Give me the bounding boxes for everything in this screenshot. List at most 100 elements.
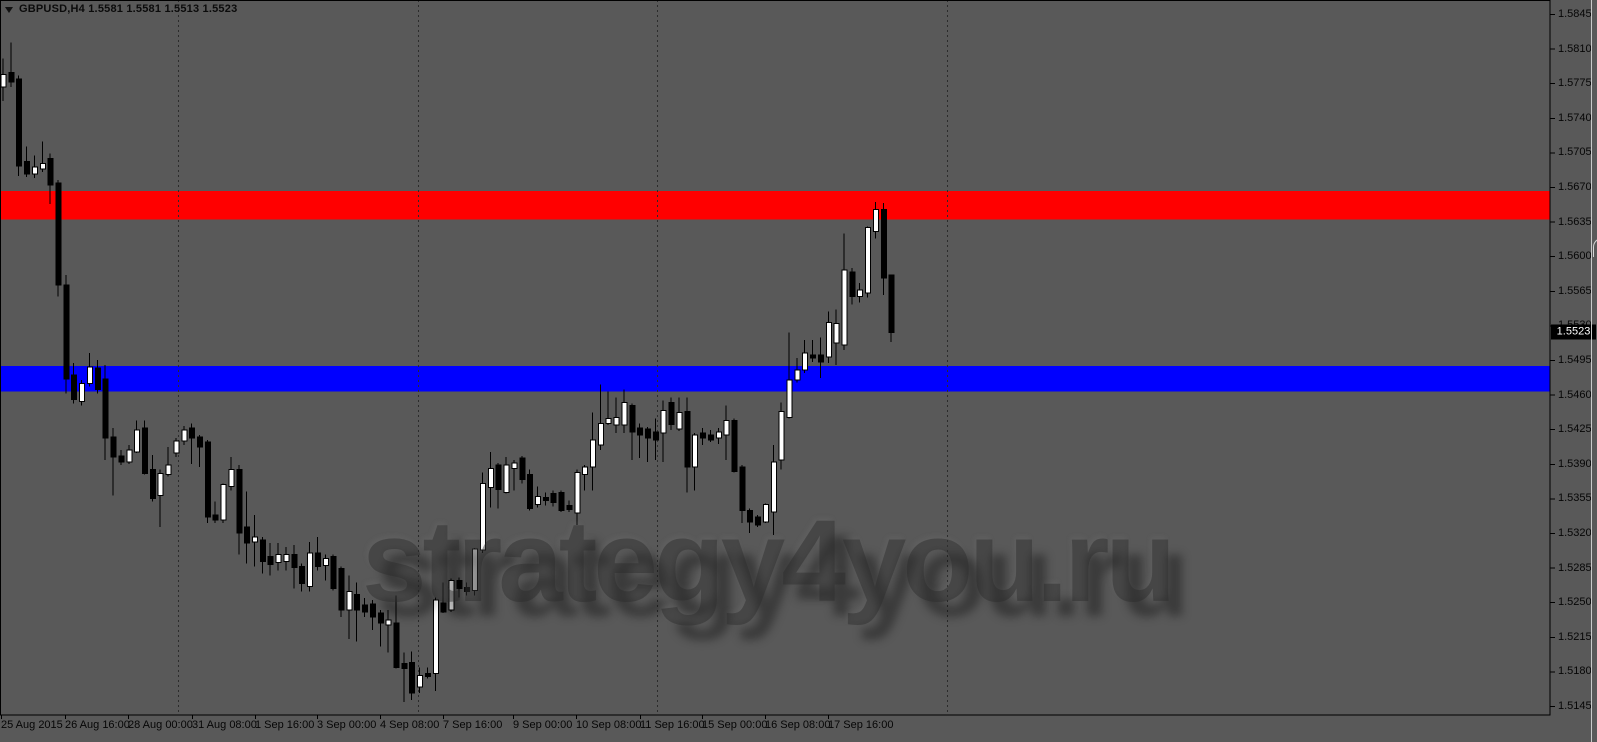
bull-candle-body xyxy=(511,462,518,470)
bear-candle-body xyxy=(149,469,156,499)
bear-candle-body xyxy=(236,469,243,534)
bear-candle-body xyxy=(330,556,337,589)
bear-candle-body xyxy=(739,466,746,511)
resistance-zone[interactable] xyxy=(1,190,1550,220)
plot-border xyxy=(0,0,1551,716)
bull-candle-body xyxy=(165,464,172,476)
bear-candle-body xyxy=(550,492,557,503)
bear-candle-body xyxy=(110,436,117,458)
support-zone[interactable] xyxy=(1,365,1550,392)
bear-candle-body xyxy=(118,455,125,463)
bear-candle-body xyxy=(566,504,573,510)
time-axis-label: 26 Aug 16:00 xyxy=(65,719,130,731)
bull-candle-body xyxy=(833,322,840,344)
candles-layer xyxy=(0,42,895,703)
price-axis-label: 1.5320 xyxy=(1558,526,1592,539)
bull-candle-body xyxy=(857,289,864,298)
bear-candle-body xyxy=(527,474,534,509)
chart-ohlc-readout: 1.5581 1.5581 1.5513 1.5523 xyxy=(84,3,238,15)
bear-candle-body xyxy=(393,622,400,668)
bear-candle-body xyxy=(16,78,23,167)
bear-candle-body xyxy=(71,374,78,401)
price-axis-label: 1.5705 xyxy=(1558,146,1592,159)
bear-candle-body xyxy=(197,436,203,448)
time-axis-label: 11 Sep 16:00 xyxy=(640,719,705,731)
bear-candle-body xyxy=(731,419,738,473)
time-axis-label: 31 Aug 08:00 xyxy=(192,719,257,731)
bear-candle-body xyxy=(637,427,644,436)
bear-candle-body xyxy=(212,514,219,521)
time-axis-label: 15 Sep 00:00 xyxy=(702,719,768,731)
bull-candle-body xyxy=(865,227,872,294)
bull-candle-body xyxy=(574,472,581,514)
bull-candle-body xyxy=(715,431,722,439)
bull-candle-body xyxy=(39,162,46,170)
bull-candle-body xyxy=(417,674,424,688)
bear-candle-body xyxy=(401,662,408,669)
current-price-badge: 1.5523 xyxy=(1551,324,1596,340)
time-axis-label: 28 Aug 00:00 xyxy=(128,719,193,731)
bull-candle-body xyxy=(126,449,133,463)
bull-candle-body xyxy=(448,579,455,611)
bull-candle-body xyxy=(503,464,510,493)
bear-candle-body xyxy=(817,354,824,363)
price-axis-label: 1.5425 xyxy=(1558,423,1592,436)
price-axis-label: 1.5215 xyxy=(1558,630,1592,643)
bull-candle-body xyxy=(252,536,259,543)
bull-candle-body xyxy=(181,429,188,442)
bull-candle-body xyxy=(802,352,809,371)
bear-candle-body xyxy=(377,612,384,624)
bull-candle-body xyxy=(794,369,801,381)
bull-candle-body xyxy=(872,209,879,232)
bull-candle-body xyxy=(778,410,785,461)
price-axis-label: 1.5775 xyxy=(1558,77,1592,90)
bear-candle-body xyxy=(259,539,266,563)
bull-candle-body xyxy=(31,166,38,175)
price-axis-label: 1.5390 xyxy=(1558,457,1592,470)
bear-candle-body xyxy=(810,354,817,359)
bear-candle-body xyxy=(204,441,211,518)
chart-symbol-triangle-icon xyxy=(5,6,13,13)
bull-candle-body xyxy=(534,495,541,505)
time-axis-label: 10 Sep 08:00 xyxy=(576,719,642,731)
bull-candle-body xyxy=(228,469,235,488)
price-axis-label: 1.5495 xyxy=(1558,353,1592,366)
bull-candle-body xyxy=(346,590,353,611)
bear-candle-body xyxy=(55,182,62,286)
time-axis-label: 16 Sep 08:00 xyxy=(765,719,831,731)
bull-candle-body xyxy=(582,466,589,476)
bear-candle-body xyxy=(519,457,526,481)
bull-candle-body xyxy=(173,440,180,454)
bear-candle-body xyxy=(94,367,101,391)
time-axis-label: 3 Sep 00:00 xyxy=(317,719,377,731)
bear-candle-body xyxy=(652,431,659,441)
bull-candle-body xyxy=(825,321,832,358)
bull-candle-body xyxy=(307,552,314,587)
bear-candle-body xyxy=(24,160,31,175)
price-axis-label: 1.5600 xyxy=(1558,250,1592,263)
bull-candle-body xyxy=(487,468,494,489)
price-axis-label: 1.5810 xyxy=(1558,42,1592,55)
bull-candle-body xyxy=(472,548,479,591)
chart-title: GBPUSD,H4 1.5581 1.5581 1.5513 1.5523 xyxy=(5,3,237,15)
bear-candle-body xyxy=(362,604,369,613)
bear-candle-body xyxy=(338,568,345,611)
bull-candle-body xyxy=(660,409,667,434)
bear-candle-body xyxy=(424,672,431,677)
bear-candle-body xyxy=(102,378,109,439)
price-axis-label: 1.5635 xyxy=(1558,215,1592,228)
bull-candle-body xyxy=(597,422,604,446)
bear-candle-body xyxy=(645,428,652,439)
window-right-edge xyxy=(1591,0,1597,742)
bear-candle-body xyxy=(558,491,565,511)
bull-candle-body xyxy=(605,417,612,424)
bear-candle-body xyxy=(440,602,447,613)
bull-candle-body xyxy=(86,366,93,385)
bear-candle-body xyxy=(700,432,707,439)
bear-candle-body xyxy=(684,410,691,468)
bull-candle-body xyxy=(613,416,620,426)
bull-candle-body xyxy=(134,429,141,453)
bull-candle-body xyxy=(79,383,86,403)
bear-candle-body xyxy=(456,579,463,589)
